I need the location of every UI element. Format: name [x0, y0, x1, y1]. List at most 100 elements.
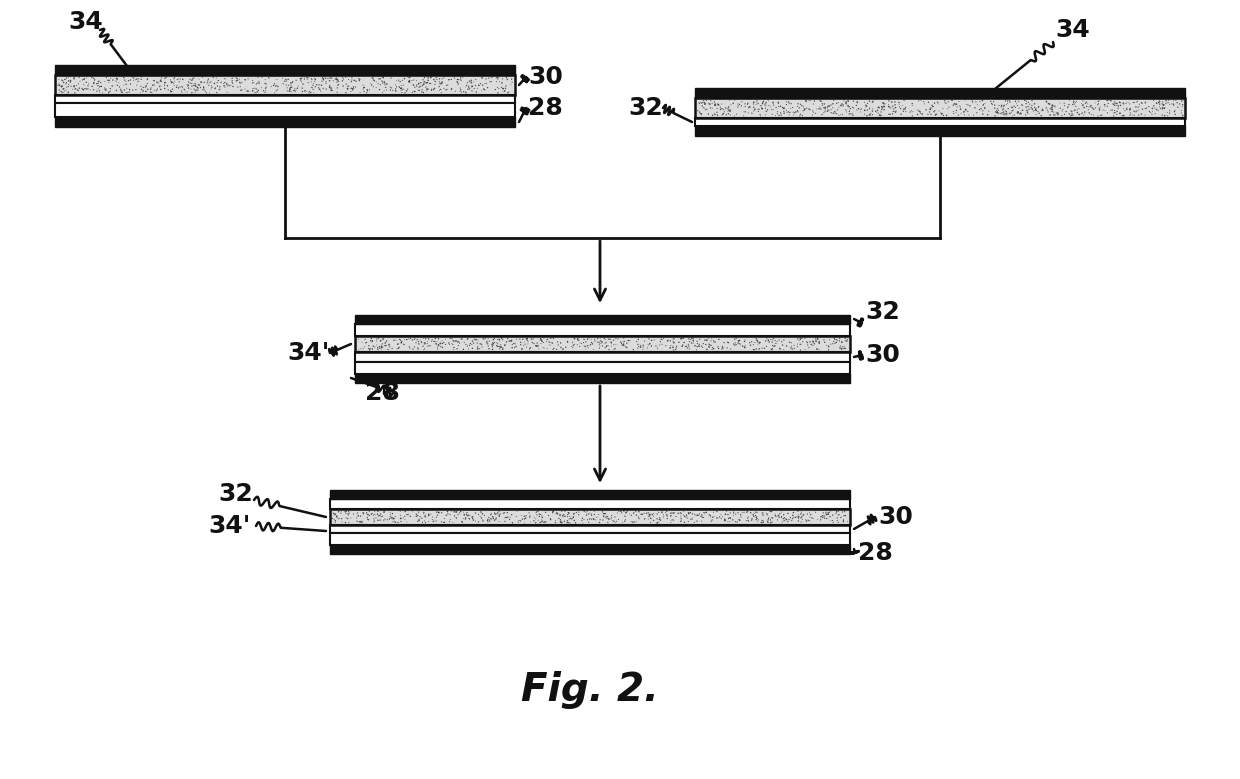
Point: [987, 107, 1007, 119]
Point: [575, 340, 595, 353]
Point: [661, 514, 681, 527]
Point: [418, 335, 438, 347]
Point: [820, 333, 839, 346]
Point: [750, 108, 770, 121]
Point: [526, 516, 546, 529]
Point: [389, 333, 409, 346]
Point: [1055, 100, 1075, 112]
Point: [653, 511, 673, 523]
Point: [502, 342, 522, 354]
Point: [135, 85, 155, 97]
Point: [1158, 97, 1178, 109]
Point: [666, 344, 686, 356]
Point: [590, 340, 610, 352]
Point: [988, 107, 1008, 119]
Point: [921, 108, 941, 121]
Point: [547, 506, 567, 519]
Point: [1017, 100, 1037, 113]
Point: [729, 98, 749, 111]
Point: [336, 71, 356, 83]
Point: [248, 77, 268, 90]
Point: [620, 508, 640, 520]
Point: [992, 108, 1012, 120]
Point: [1068, 107, 1087, 119]
Point: [1043, 105, 1063, 118]
Point: [373, 71, 393, 83]
Point: [787, 338, 807, 351]
Point: [191, 76, 211, 88]
Point: [755, 98, 775, 111]
Point: [475, 509, 495, 522]
Point: [758, 515, 777, 527]
Point: [707, 106, 727, 118]
Point: [481, 76, 501, 88]
Point: [966, 96, 986, 108]
Point: [861, 109, 880, 122]
Point: [879, 100, 899, 113]
Point: [1008, 107, 1028, 119]
Point: [740, 337, 760, 349]
Point: [795, 332, 815, 344]
Point: [572, 514, 591, 527]
Point: [1136, 102, 1156, 115]
Point: [314, 82, 334, 94]
Point: [552, 516, 572, 529]
Point: [666, 344, 686, 356]
Point: [1166, 108, 1185, 121]
Point: [1044, 100, 1064, 112]
Point: [688, 509, 708, 521]
Point: [193, 80, 213, 93]
Point: [409, 78, 429, 90]
Point: [1090, 103, 1110, 115]
Point: [363, 80, 383, 93]
Point: [1120, 109, 1140, 122]
Point: [200, 86, 219, 99]
Point: [537, 335, 557, 347]
Point: [201, 83, 221, 95]
Point: [780, 102, 800, 115]
Point: [874, 100, 894, 112]
Point: [1018, 108, 1038, 120]
Point: [709, 99, 729, 111]
Point: [673, 332, 693, 344]
Point: [74, 72, 94, 85]
Point: [832, 108, 852, 121]
Point: [1163, 94, 1183, 107]
Point: [257, 81, 277, 93]
Point: [392, 86, 412, 99]
Point: [594, 511, 614, 523]
Point: [889, 96, 909, 108]
Point: [843, 95, 863, 108]
Point: [371, 334, 391, 347]
Point: [1122, 108, 1142, 121]
Point: [490, 76, 510, 88]
Point: [872, 100, 892, 113]
Point: [386, 85, 405, 97]
Point: [397, 509, 417, 521]
Point: [1110, 97, 1130, 109]
Point: [381, 510, 401, 523]
Point: [425, 332, 445, 344]
Point: [125, 73, 145, 86]
Point: [946, 98, 966, 111]
Point: [1154, 98, 1174, 111]
Point: [396, 506, 415, 518]
Point: [362, 507, 382, 520]
Point: [604, 515, 624, 527]
Point: [448, 76, 467, 89]
Point: [520, 343, 539, 355]
Point: [683, 333, 703, 346]
Point: [407, 508, 427, 520]
Point: [427, 71, 446, 83]
Point: [962, 94, 982, 107]
Point: [742, 107, 761, 119]
Point: [832, 344, 852, 356]
Point: [727, 332, 746, 344]
Point: [564, 514, 584, 527]
Point: [448, 509, 467, 521]
Point: [671, 333, 691, 345]
Point: [394, 339, 414, 351]
Point: [650, 513, 670, 526]
Point: [95, 84, 115, 97]
Point: [321, 72, 341, 84]
